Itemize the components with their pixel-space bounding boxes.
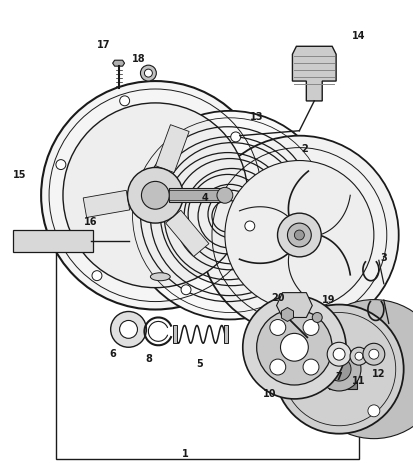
Bar [56, 245, 358, 458]
Bar [169, 188, 223, 202]
Circle shape [354, 352, 362, 360]
Circle shape [294, 230, 304, 240]
Bar [173, 325, 177, 343]
Text: 1: 1 [181, 448, 188, 458]
Circle shape [287, 223, 311, 247]
Circle shape [326, 357, 350, 381]
Polygon shape [276, 293, 311, 317]
Circle shape [349, 347, 367, 365]
Text: 18: 18 [131, 54, 145, 64]
Circle shape [277, 213, 320, 257]
Circle shape [140, 65, 156, 81]
Circle shape [119, 321, 137, 338]
Polygon shape [155, 124, 189, 172]
Circle shape [144, 69, 152, 77]
Circle shape [180, 285, 190, 294]
Text: 19: 19 [322, 294, 335, 304]
Circle shape [63, 103, 247, 288]
Bar [328, 371, 356, 389]
Text: 6: 6 [109, 349, 116, 359]
Circle shape [332, 348, 344, 360]
Circle shape [256, 310, 331, 385]
Circle shape [141, 181, 169, 209]
Circle shape [56, 160, 66, 170]
Polygon shape [112, 60, 124, 66]
Text: 2: 2 [300, 143, 307, 153]
Text: 7: 7 [335, 372, 342, 382]
Text: 20: 20 [270, 293, 284, 303]
Circle shape [362, 343, 384, 365]
Circle shape [230, 132, 240, 142]
Circle shape [125, 111, 333, 320]
Circle shape [326, 342, 350, 366]
Circle shape [216, 187, 232, 203]
Circle shape [269, 320, 285, 335]
Circle shape [304, 300, 413, 438]
Text: 3: 3 [380, 253, 386, 263]
Circle shape [110, 312, 146, 347]
Circle shape [280, 333, 308, 361]
Circle shape [269, 359, 285, 375]
Text: 14: 14 [351, 31, 365, 41]
Circle shape [41, 81, 269, 310]
Ellipse shape [150, 273, 170, 281]
Text: 10: 10 [262, 389, 275, 399]
Bar [13, 230, 93, 252]
Circle shape [367, 405, 379, 417]
Text: 13: 13 [249, 112, 263, 122]
Circle shape [368, 349, 378, 359]
Circle shape [127, 168, 183, 223]
Circle shape [311, 313, 321, 323]
Text: 16: 16 [84, 217, 97, 227]
Circle shape [199, 136, 398, 334]
Bar [223, 325, 227, 343]
Polygon shape [83, 190, 129, 218]
Circle shape [274, 304, 403, 434]
Circle shape [244, 221, 254, 231]
Text: 15: 15 [12, 171, 26, 180]
Polygon shape [292, 46, 335, 101]
Text: 8: 8 [145, 354, 152, 364]
Circle shape [224, 161, 373, 310]
Text: 12: 12 [371, 369, 385, 379]
Text: 5: 5 [196, 359, 203, 369]
Text: 11: 11 [351, 376, 365, 386]
Circle shape [302, 359, 318, 375]
Polygon shape [165, 210, 209, 256]
Circle shape [92, 271, 102, 281]
Bar [299, 337, 330, 359]
Circle shape [316, 347, 360, 391]
Bar [169, 190, 223, 200]
Text: 17: 17 [97, 40, 110, 50]
Circle shape [302, 320, 318, 335]
Text: 4: 4 [201, 193, 208, 203]
Circle shape [242, 295, 345, 399]
Circle shape [119, 96, 129, 106]
